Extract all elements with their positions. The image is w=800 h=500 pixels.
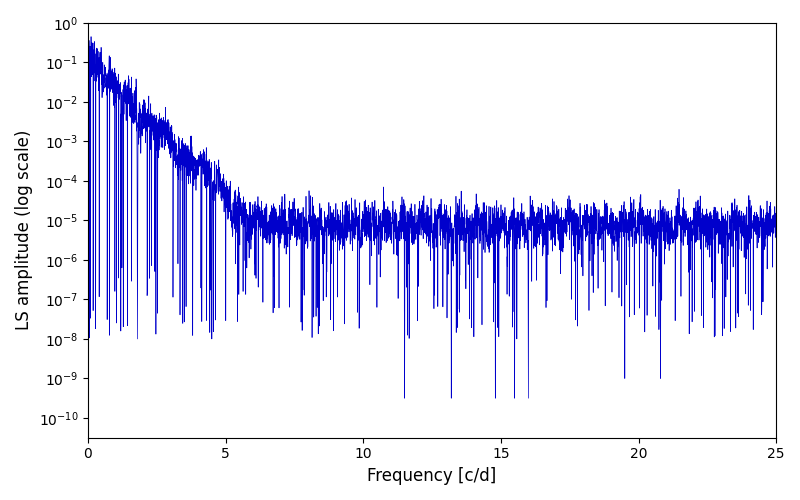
Y-axis label: LS amplitude (log scale): LS amplitude (log scale) bbox=[15, 130, 33, 330]
X-axis label: Frequency [c/d]: Frequency [c/d] bbox=[367, 467, 497, 485]
